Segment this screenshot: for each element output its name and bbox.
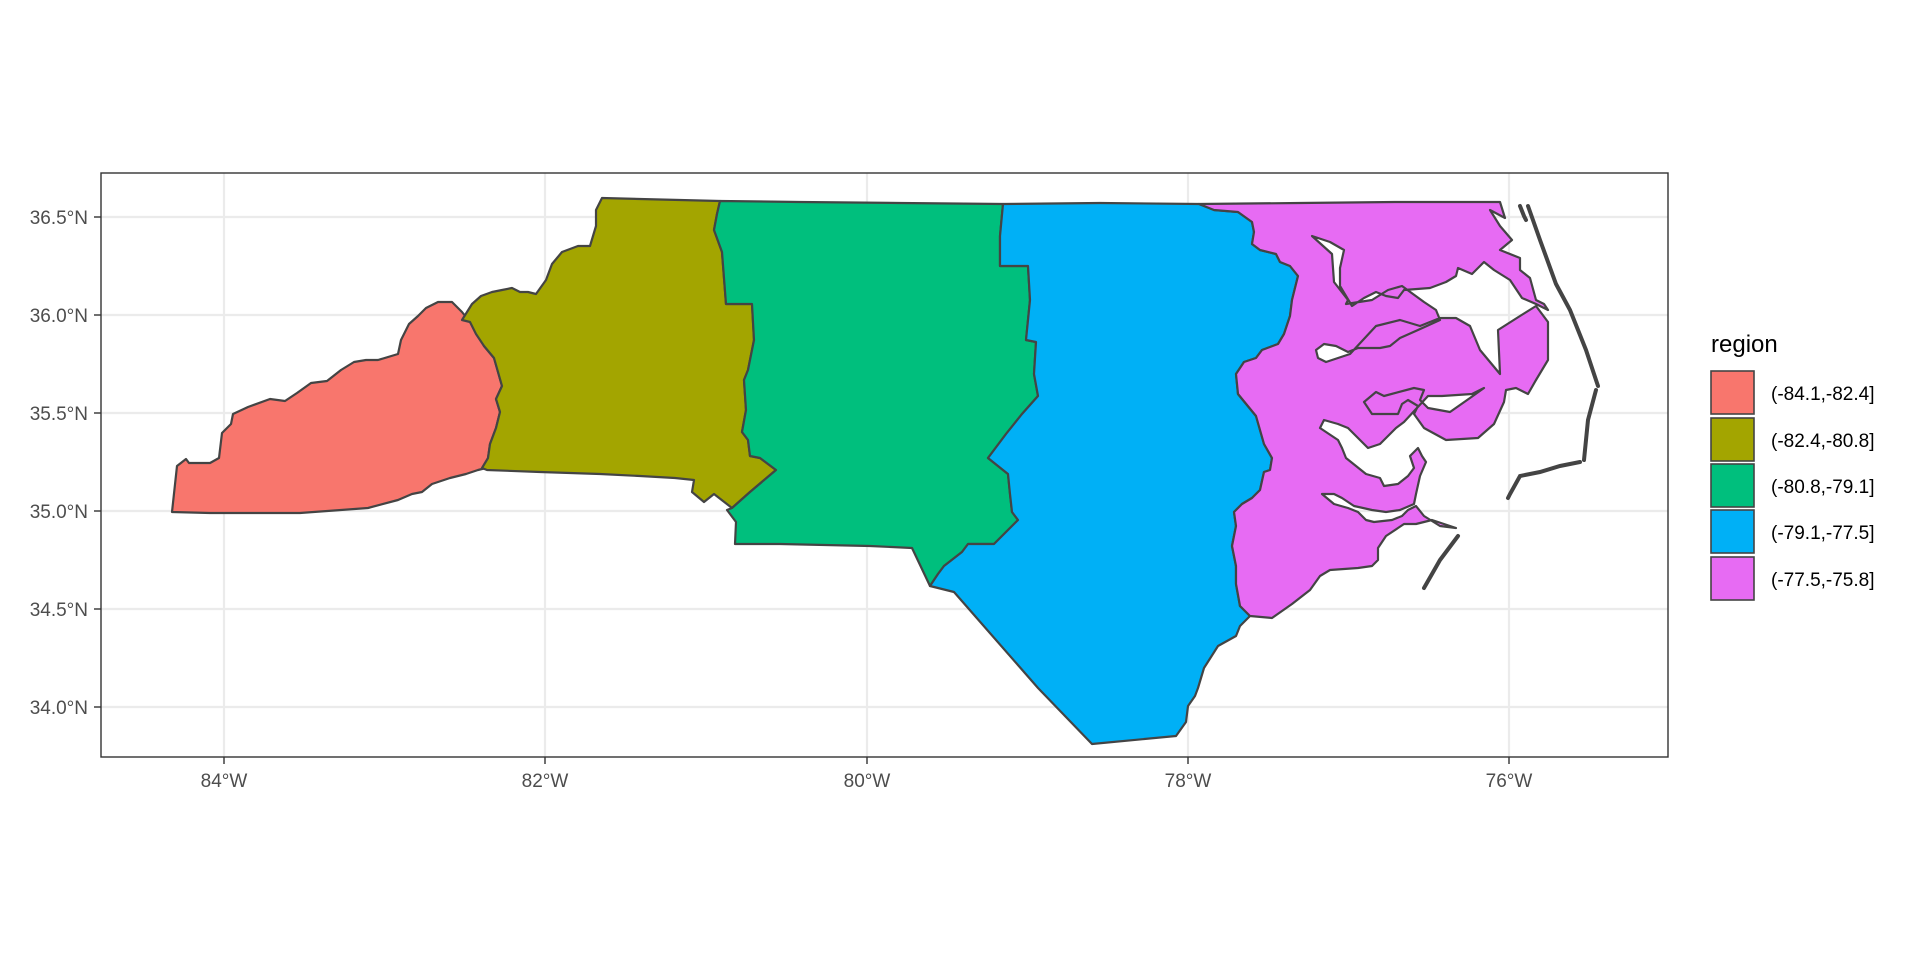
y-tick-label: 36.0°N — [30, 306, 88, 327]
regions — [170, 196, 1600, 746]
legend-swatch — [1710, 463, 1755, 508]
legend-label: (-77.5,-75.8] — [1771, 570, 1875, 591]
x-tick-label: 76°W — [1486, 771, 1533, 792]
outer-banks-islands — [1506, 204, 1600, 500]
region-1-shape — [170, 300, 504, 515]
y-tick-label: 34.5°N — [30, 600, 88, 621]
x-tick-label: 84°W — [201, 771, 248, 792]
x-axis: 84°W 82°W 80°W 78°W 76°W — [201, 757, 1533, 792]
legend-swatch — [1710, 370, 1755, 415]
y-tick-label: 34.0°N — [30, 698, 88, 719]
x-tick-label: 80°W — [844, 771, 891, 792]
legend-label: (-79.1,-77.5] — [1771, 523, 1875, 544]
legend-label: (-80.8,-79.1] — [1771, 477, 1875, 498]
region-3-shape — [712, 199, 1040, 588]
legend-swatch — [1710, 509, 1755, 554]
y-axis: 36.5°N 36.0°N 35.5°N 35.0°N 34.5°N 34.0°… — [30, 208, 101, 719]
currituck-spit — [1518, 204, 1528, 222]
y-tick-label: 35.0°N — [30, 502, 88, 523]
legend-label: (-84.1,-82.4] — [1771, 384, 1875, 405]
legend-title: region — [1711, 331, 1778, 358]
legend: region (-84.1,-82.4] (-82.4,-80.8] (-80.… — [1710, 331, 1875, 601]
legend-swatch — [1710, 556, 1755, 601]
x-tick-label: 78°W — [1165, 771, 1212, 792]
region-5-shape — [1197, 200, 1550, 620]
x-tick-label: 82°W — [522, 771, 569, 792]
panel-border — [100, 172, 1669, 758]
y-tick-label: 35.5°N — [30, 404, 88, 425]
legend-label: (-82.4,-80.8] — [1771, 431, 1875, 452]
legend-swatch — [1710, 417, 1755, 462]
y-tick-label: 36.5°N — [30, 208, 88, 229]
ocracoke-island — [1422, 534, 1460, 590]
